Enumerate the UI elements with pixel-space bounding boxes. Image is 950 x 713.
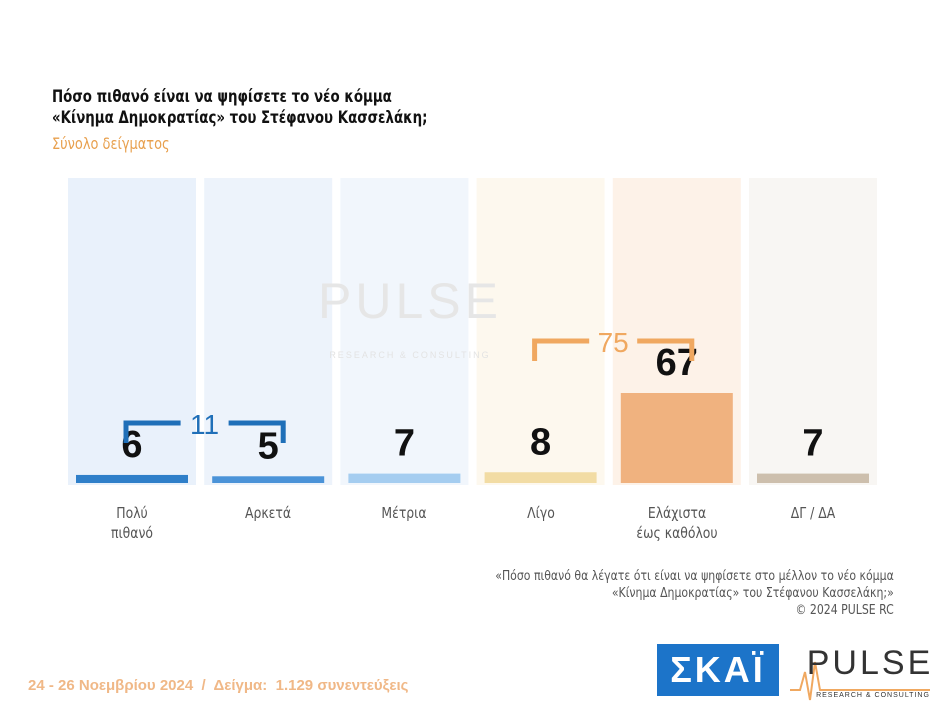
note-block: «Πόσο πιθανό θα λέγατε ότι είναι να ψηφί… bbox=[495, 568, 894, 619]
footer: 24 - 26 Νοεμβρίου 2024 / Δείγμα: 1.129 σ… bbox=[28, 677, 409, 694]
x-tick-label: Πολύ πιθανό bbox=[110, 504, 153, 542]
note: «Πόσο πιθανό θα λέγατε ότι είναι να ψηφί… bbox=[495, 568, 894, 601]
panel bbox=[476, 178, 605, 485]
chart-subtitle: Σύνολο δείγματος bbox=[52, 134, 170, 153]
bracket-label: 75 bbox=[598, 327, 629, 358]
watermark-sub: RESEARCH & CONSULTING bbox=[329, 350, 490, 360]
bar bbox=[76, 474, 188, 483]
x-tick-label: Αρκετά bbox=[245, 504, 292, 522]
panel bbox=[749, 178, 877, 485]
bar bbox=[757, 473, 869, 483]
panel bbox=[204, 178, 333, 485]
skai-logo: ΣΚΑΪ bbox=[670, 649, 766, 690]
bar bbox=[484, 472, 597, 483]
x-tick-label: Λίγο bbox=[526, 504, 555, 522]
bar bbox=[212, 476, 325, 483]
value-label: 7 bbox=[802, 423, 823, 465]
pulse-logo-line bbox=[790, 661, 930, 701]
panel bbox=[68, 178, 196, 485]
bar bbox=[620, 393, 733, 483]
bar bbox=[348, 473, 461, 483]
value-label: 5 bbox=[258, 425, 279, 467]
panel bbox=[340, 178, 469, 485]
bracket bbox=[532, 338, 695, 361]
x-tick-label: Ελάχιστα έως καθόλου bbox=[636, 504, 718, 542]
pulse-logo-sub: RESEARCH & CONSULTING bbox=[816, 692, 930, 699]
copyright: © 2024 PULSE RC bbox=[795, 602, 894, 618]
value-label: 7 bbox=[394, 423, 415, 465]
watermark: PULSE bbox=[318, 273, 502, 329]
x-tick-label: ΔΓ / ΔΑ bbox=[790, 504, 836, 522]
x-tick-label: Μέτρια bbox=[381, 504, 427, 522]
chart-title: Πόσο πιθανό είναι να ψηφίσετε το νέο κόμ… bbox=[52, 87, 428, 127]
pulse-logo: PULSE bbox=[807, 644, 934, 682]
value-label: 8 bbox=[530, 421, 551, 463]
bracket-label: 11 bbox=[190, 409, 219, 440]
bracket bbox=[123, 420, 286, 443]
skai-logo-bg bbox=[657, 644, 779, 696]
